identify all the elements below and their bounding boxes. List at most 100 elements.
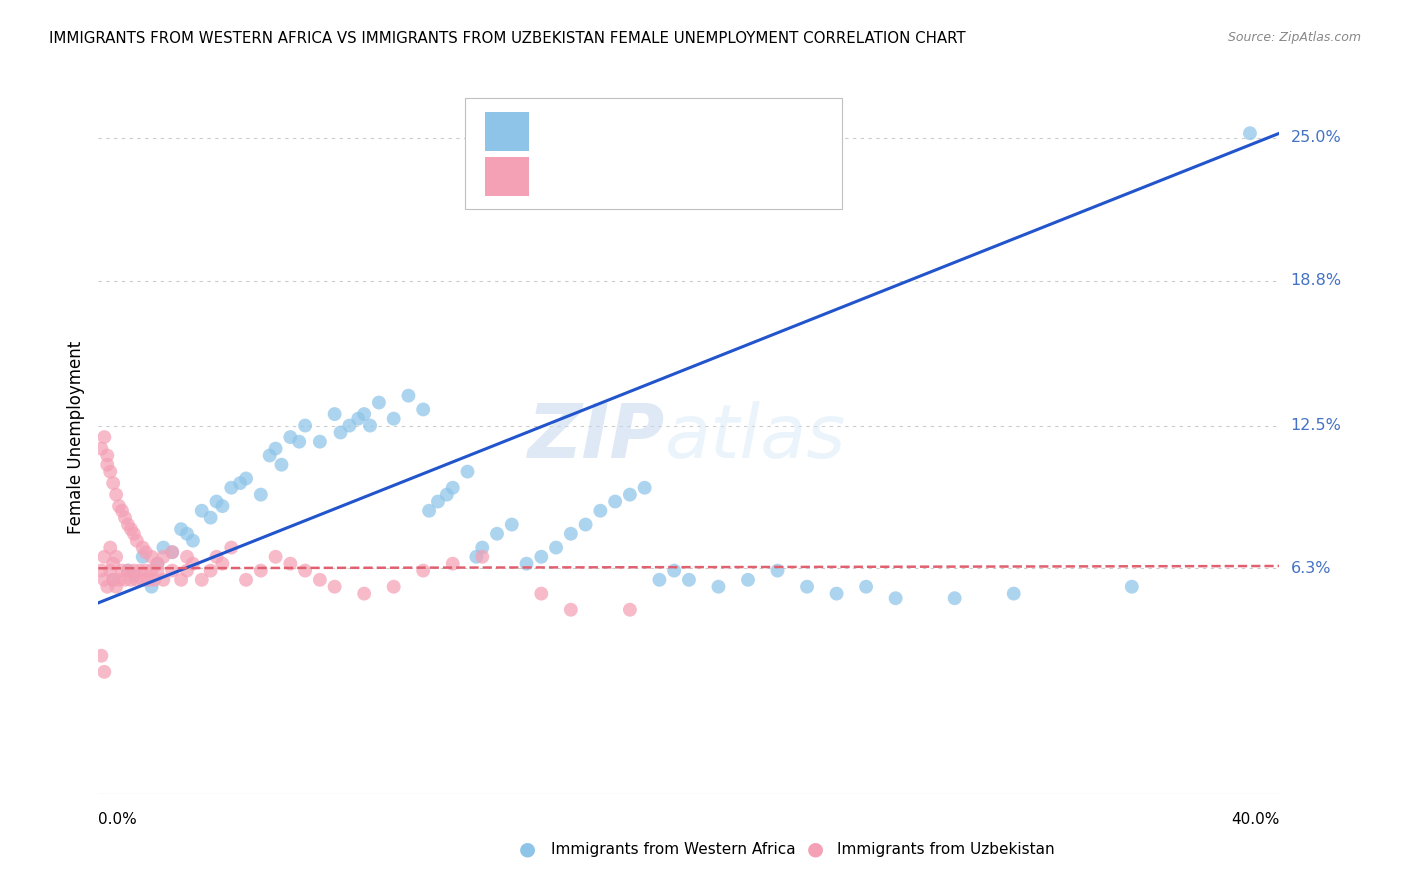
Point: [111, 504, 134, 518]
Point: [138, 573, 160, 587]
Point: [664, 564, 686, 578]
Text: Source: ZipAtlas.com: Source: ZipAtlas.com: [1227, 31, 1361, 45]
Point: [259, 449, 281, 463]
Point: [288, 434, 311, 449]
Point: [515, 557, 537, 571]
Point: [98, 541, 121, 555]
Point: [825, 586, 848, 600]
Point: [589, 504, 612, 518]
Text: 0.766: 0.766: [607, 123, 664, 141]
Point: [436, 488, 458, 502]
Point: [200, 510, 222, 524]
Point: [943, 591, 966, 606]
Point: [146, 557, 169, 571]
Point: [229, 476, 252, 491]
Point: [574, 517, 596, 532]
Point: [132, 573, 155, 587]
Point: [146, 564, 169, 578]
Point: [170, 522, 193, 536]
Point: [382, 580, 405, 594]
Point: [96, 449, 118, 463]
Point: [278, 557, 302, 571]
Point: [141, 564, 163, 578]
Point: [191, 573, 214, 587]
Point: [105, 549, 128, 564]
Point: [605, 494, 627, 508]
Point: [368, 395, 391, 409]
Point: [359, 418, 381, 433]
Point: [162, 564, 183, 578]
Point: [323, 407, 346, 421]
Point: [707, 580, 730, 594]
Point: [146, 557, 169, 571]
Point: [418, 504, 440, 518]
Point: [412, 402, 434, 417]
Point: [120, 573, 142, 587]
Point: [501, 517, 523, 532]
Point: [456, 465, 478, 479]
Point: [427, 494, 450, 508]
Point: [329, 425, 352, 440]
Point: [93, 430, 115, 444]
Point: [114, 510, 136, 524]
Point: [396, 389, 419, 403]
Point: [93, 549, 115, 564]
Point: [162, 545, 183, 559]
Point: [105, 580, 128, 594]
Point: [309, 434, 332, 449]
Text: 72: 72: [749, 168, 775, 186]
Text: Immigrants from Western Africa: Immigrants from Western Africa: [551, 842, 796, 856]
Point: [143, 573, 166, 587]
Point: [619, 603, 641, 617]
Point: [1239, 126, 1261, 140]
Point: [544, 541, 567, 555]
Text: atlas: atlas: [665, 401, 846, 473]
Point: [855, 580, 877, 594]
Point: [120, 522, 142, 536]
Point: [648, 573, 671, 587]
Point: [170, 573, 193, 587]
Point: [294, 564, 316, 578]
Point: [211, 557, 233, 571]
Point: [678, 573, 700, 587]
Point: [132, 549, 155, 564]
Y-axis label: Female Unemployment: Female Unemployment: [66, 341, 84, 533]
Point: [181, 557, 204, 571]
Text: N =: N =: [695, 123, 731, 141]
Text: ●: ●: [807, 839, 824, 859]
Point: [103, 557, 125, 571]
Point: [471, 549, 494, 564]
FancyBboxPatch shape: [464, 98, 842, 209]
Text: ZIP: ZIP: [529, 401, 665, 474]
Text: R =: R =: [551, 168, 586, 186]
Point: [619, 488, 641, 502]
Point: [191, 504, 214, 518]
Point: [294, 418, 316, 433]
Point: [1002, 586, 1025, 600]
Point: [441, 557, 464, 571]
Point: [235, 573, 257, 587]
Point: [1121, 580, 1143, 594]
Point: [412, 564, 434, 578]
Point: [96, 580, 118, 594]
Point: [176, 549, 198, 564]
Point: [250, 564, 273, 578]
Point: [132, 541, 155, 555]
Text: ●: ●: [519, 839, 536, 859]
Point: [117, 564, 139, 578]
Point: [125, 533, 148, 548]
Point: [114, 573, 136, 587]
Point: [205, 494, 228, 508]
Point: [98, 564, 121, 578]
Point: [441, 481, 464, 495]
Point: [135, 564, 157, 578]
Point: [353, 407, 375, 421]
Point: [152, 541, 174, 555]
Point: [152, 573, 174, 587]
Point: [278, 430, 302, 444]
Point: [884, 591, 907, 606]
Point: [219, 541, 242, 555]
Text: 25.0%: 25.0%: [1291, 130, 1341, 145]
Text: IMMIGRANTS FROM WESTERN AFRICA VS IMMIGRANTS FROM UZBEKISTAN FEMALE UNEMPLOYMENT: IMMIGRANTS FROM WESTERN AFRICA VS IMMIGR…: [49, 31, 966, 46]
Point: [633, 481, 655, 495]
